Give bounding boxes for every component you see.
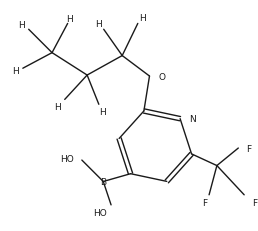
Text: F: F — [252, 198, 257, 207]
Text: F: F — [246, 144, 251, 153]
Text: H: H — [139, 14, 146, 23]
Text: F: F — [202, 198, 207, 207]
Text: H: H — [12, 66, 18, 75]
Text: H: H — [19, 21, 25, 30]
Text: H: H — [66, 15, 73, 24]
Text: H: H — [99, 107, 106, 116]
Text: H: H — [54, 102, 61, 111]
Text: HO: HO — [93, 208, 107, 217]
Text: O: O — [158, 72, 165, 81]
Text: N: N — [189, 115, 196, 124]
Text: H: H — [95, 20, 102, 29]
Text: HO: HO — [60, 154, 74, 163]
Text: B: B — [100, 177, 106, 186]
